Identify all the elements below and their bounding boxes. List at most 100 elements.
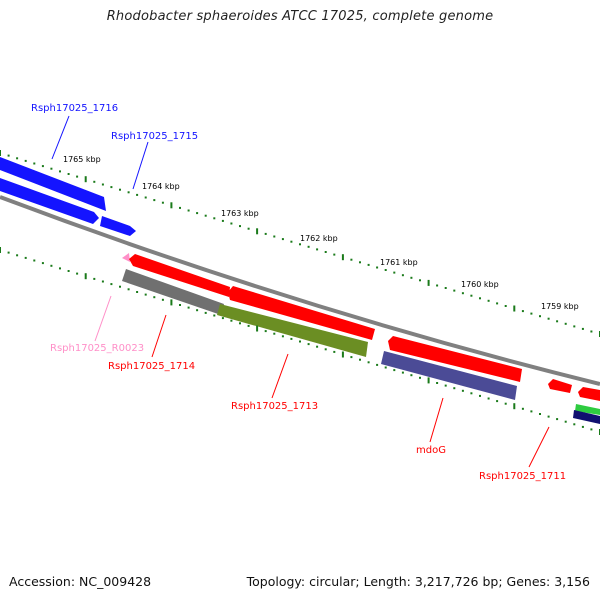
outer-minor-tick bbox=[93, 180, 96, 183]
outer-minor-tick bbox=[221, 219, 224, 222]
inner-minor-tick bbox=[316, 345, 319, 348]
gene-label-rsph17025-r0023[interactable]: Rsph17025_R0023 bbox=[50, 343, 144, 354]
topology-text: Topology: circular; Length: 3,217,726 bp… bbox=[246, 574, 590, 589]
outer-minor-tick bbox=[7, 154, 10, 157]
outer-minor-tick bbox=[101, 183, 104, 186]
inner-major-tick bbox=[0, 247, 1, 253]
inner-minor-tick bbox=[556, 418, 559, 421]
gene-arrow-red-small[interactable] bbox=[548, 379, 572, 393]
outer-minor-tick bbox=[41, 165, 44, 168]
gene-arrow-rsph17025-1713[interactable] bbox=[217, 304, 368, 357]
inner-minor-tick bbox=[204, 311, 207, 314]
inner-minor-tick bbox=[290, 337, 293, 340]
outer-minor-tick bbox=[299, 243, 301, 246]
inner-minor-tick bbox=[547, 415, 550, 418]
inner-minor-tick bbox=[67, 270, 70, 272]
gene-label-rsph17025-1715[interactable]: Rsph17025_1715 bbox=[111, 131, 198, 142]
gene-arrow-rsph17025-r0023[interactable] bbox=[122, 253, 130, 262]
gene-arrow-rsph17025-1714[interactable] bbox=[228, 286, 375, 340]
outer-minor-tick bbox=[204, 214, 207, 217]
outer-minor-tick bbox=[333, 253, 336, 256]
gene-arrow-rsph17025-1716-b[interactable] bbox=[0, 178, 99, 224]
inner-minor-tick bbox=[16, 254, 19, 257]
inner-minor-tick bbox=[144, 293, 147, 296]
inner-minor-tick bbox=[590, 428, 593, 431]
outer-minor-tick bbox=[16, 157, 19, 160]
outer-minor-tick bbox=[324, 251, 327, 253]
kbp-labels: 1765 kbp 1764 kbp 1763 kbp 1762 kbp 1761… bbox=[63, 155, 579, 311]
inner-major-tick bbox=[256, 325, 259, 332]
inner-minor-tick bbox=[161, 298, 164, 301]
inner-minor-tick bbox=[350, 356, 353, 359]
outer-minor-tick bbox=[487, 299, 490, 302]
outer-minor-tick bbox=[530, 312, 533, 315]
outer-minor-tick bbox=[401, 274, 404, 277]
inner-minor-tick bbox=[41, 262, 44, 265]
leader-line-1715 bbox=[132, 141, 149, 190]
outer-minor-tick bbox=[187, 209, 190, 212]
gene-arrow-red-1[interactable] bbox=[129, 254, 230, 297]
leader-line-1713 bbox=[271, 353, 289, 399]
inner-major-tick bbox=[341, 351, 344, 358]
outer-minor-tick bbox=[367, 263, 370, 266]
gene-arrow-rsph17025-1711[interactable] bbox=[578, 387, 600, 401]
outer-minor-tick bbox=[179, 206, 181, 209]
outer-minor-tick bbox=[281, 238, 284, 241]
outer-minor-tick bbox=[67, 173, 70, 175]
kbp-label-1759: 1759 kbp bbox=[541, 302, 579, 311]
inner-minor-tick bbox=[401, 371, 404, 374]
inner-minor-tick bbox=[436, 382, 439, 384]
inner-minor-tick bbox=[384, 366, 387, 369]
gene-arrow-rsph17025-1715[interactable] bbox=[100, 216, 136, 236]
outer-major-tick bbox=[513, 305, 516, 312]
outer-minor-tick bbox=[59, 170, 61, 173]
gene-arrow-mdog[interactable] bbox=[388, 336, 522, 382]
outer-minor-tick bbox=[384, 269, 387, 271]
outer-minor-tick bbox=[539, 315, 541, 318]
gene-arrow-gray[interactable] bbox=[122, 269, 224, 315]
gene-arrow-navy[interactable] bbox=[573, 410, 600, 424]
outer-minor-tick bbox=[247, 227, 250, 230]
gene-arrow-rsph17025-1716-a[interactable] bbox=[0, 157, 106, 211]
kbp-label-1761: 1761 kbp bbox=[380, 258, 418, 267]
inner-minor-tick bbox=[179, 304, 181, 306]
gene-label-rsph17025-1716[interactable]: Rsph17025_1716 bbox=[31, 103, 118, 114]
outer-minor-tick bbox=[470, 294, 473, 297]
outer-minor-tick bbox=[556, 320, 559, 323]
gene-features bbox=[0, 157, 600, 424]
outer-minor-tick bbox=[196, 212, 199, 215]
inner-minor-tick bbox=[470, 392, 473, 395]
outer-minor-tick bbox=[153, 199, 156, 202]
inner-minor-tick bbox=[119, 285, 121, 288]
gene-label-rsph17025-1711[interactable]: Rsph17025_1711 bbox=[479, 471, 566, 482]
outer-minor-tick bbox=[144, 196, 147, 199]
gene-label-rsph17025-1713[interactable]: Rsph17025_1713 bbox=[231, 401, 318, 412]
outer-minor-tick bbox=[444, 287, 447, 289]
inner-minor-tick bbox=[376, 363, 379, 366]
inner-minor-tick bbox=[101, 280, 104, 283]
inner-minor-tick bbox=[76, 272, 79, 275]
outer-minor-tick bbox=[461, 292, 464, 295]
gene-label-mdog[interactable]: mdoG bbox=[416, 445, 446, 456]
outer-major-tick bbox=[170, 202, 173, 209]
outer-minor-tick bbox=[453, 289, 456, 292]
outer-minor-tick bbox=[110, 186, 113, 189]
leader-line-1714 bbox=[151, 314, 167, 358]
outer-minor-tick bbox=[479, 297, 481, 300]
inner-minor-tick bbox=[59, 267, 61, 270]
inner-minor-tick bbox=[461, 389, 464, 392]
outer-minor-tick bbox=[419, 279, 421, 282]
gene-arrow-green[interactable] bbox=[575, 404, 600, 415]
kbp-label-1760: 1760 kbp bbox=[461, 280, 499, 289]
gene-label-rsph17025-1714[interactable]: Rsph17025_1714 bbox=[108, 361, 195, 372]
kbp-label-1764: 1764 kbp bbox=[142, 182, 180, 191]
inner-minor-tick bbox=[213, 314, 216, 317]
gene-arrow-purple[interactable] bbox=[381, 351, 517, 400]
leader-line-r0023 bbox=[94, 295, 112, 342]
outer-minor-tick bbox=[581, 327, 584, 330]
inner-minor-tick bbox=[444, 384, 447, 387]
inner-minor-tick bbox=[539, 413, 541, 415]
inner-major-tick bbox=[84, 273, 87, 280]
tick-marks bbox=[0, 150, 600, 435]
